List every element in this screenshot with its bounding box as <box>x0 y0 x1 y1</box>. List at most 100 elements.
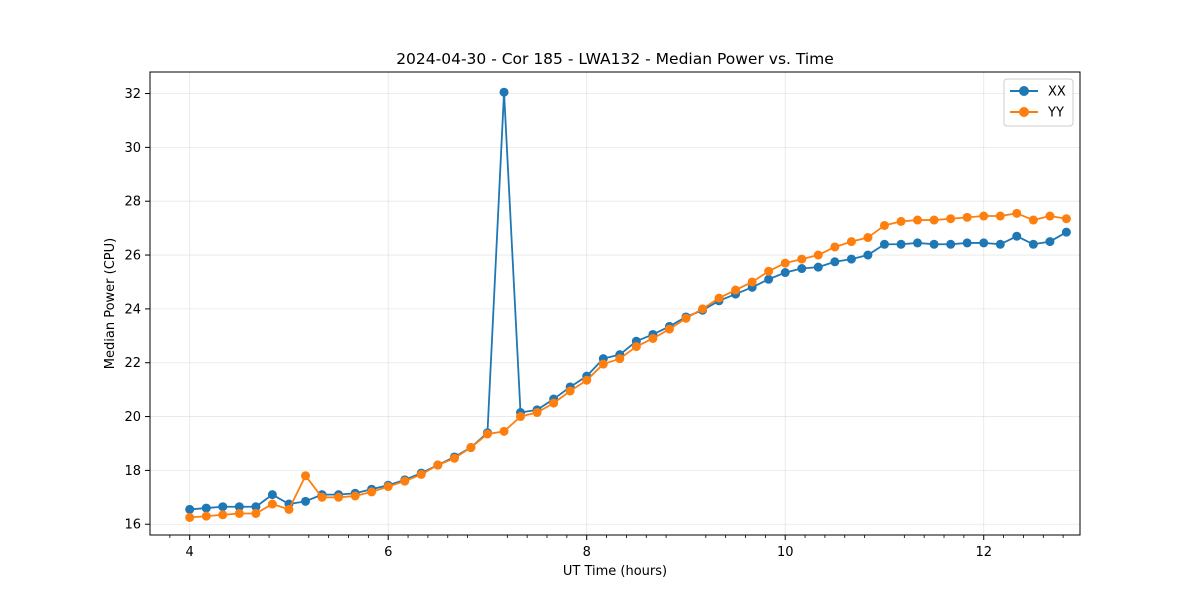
data-point-xx <box>251 502 261 512</box>
data-point-yy <box>747 277 757 287</box>
data-point-yy <box>234 508 244 518</box>
data-point-yy <box>1028 215 1038 225</box>
data-point-xx <box>1028 239 1038 249</box>
data-point-xx <box>234 502 244 512</box>
data-point-xx <box>946 239 956 249</box>
data-point-xx <box>499 87 509 97</box>
y-tick-label: 22 <box>124 356 141 371</box>
data-point-yy <box>334 492 344 502</box>
data-point-xx <box>1061 227 1071 237</box>
data-point-xx <box>896 239 906 249</box>
data-point-xx <box>879 239 889 249</box>
data-point-xx <box>979 238 989 248</box>
x-tick-label: 12 <box>975 545 992 560</box>
data-point-yy <box>416 469 426 479</box>
data-point-yy <box>913 215 923 225</box>
data-point-yy <box>830 242 840 252</box>
data-point-yy <box>846 237 856 247</box>
data-point-yy <box>317 492 327 502</box>
data-point-yy <box>780 258 790 268</box>
data-point-xx <box>913 238 923 248</box>
legend-marker-yy <box>1019 107 1029 117</box>
chart-title: 2024-04-30 - Cor 185 - LWA132 - Median P… <box>396 50 834 68</box>
x-axis-label: UT Time (hours) <box>563 564 667 579</box>
data-point-yy <box>267 499 277 509</box>
data-point-yy <box>284 504 294 514</box>
data-point-yy <box>201 511 211 521</box>
y-tick-label: 28 <box>124 195 141 210</box>
data-point-yy <box>185 513 195 522</box>
y-tick-label: 20 <box>124 410 141 425</box>
y-tick-label: 18 <box>124 464 141 479</box>
data-point-xx <box>201 503 211 513</box>
y-axis-ticks: 16 18 20 22 24 26 28 30 32 <box>124 87 150 533</box>
data-point-yy <box>631 342 641 352</box>
data-point-xx <box>995 239 1005 249</box>
data-point-yy <box>797 254 807 264</box>
data-point-yy <box>532 408 542 418</box>
data-point-yy <box>664 324 674 334</box>
data-point-xx <box>301 496 311 506</box>
data-point-yy <box>482 429 492 439</box>
data-point-yy <box>962 212 972 222</box>
data-point-yy <box>549 398 559 408</box>
y-tick-label: 30 <box>124 141 141 156</box>
data-point-yy <box>863 233 873 243</box>
data-point-yy <box>449 453 459 463</box>
data-point-yy <box>995 211 1005 221</box>
x-tick-label: 4 <box>186 545 194 560</box>
legend: XX YY <box>1003 78 1074 127</box>
data-point-xx <box>863 250 873 260</box>
data-point-yy <box>1061 214 1071 224</box>
y-tick-label: 26 <box>124 249 141 264</box>
data-point-xx <box>1045 237 1055 247</box>
data-point-yy <box>218 510 228 520</box>
data-point-yy <box>1045 211 1055 221</box>
y-axis-label: Median Power (CPU) <box>103 238 118 369</box>
data-point-xx <box>830 257 840 267</box>
data-point-yy <box>946 214 956 224</box>
data-point-yy <box>879 220 889 230</box>
data-point-xx <box>1012 231 1022 241</box>
legend-marker-xx <box>1019 86 1029 96</box>
data-point-yy <box>466 443 476 453</box>
data-point-yy <box>383 482 393 492</box>
data-point-yy <box>433 460 443 470</box>
legend-label-yy: YY <box>1047 106 1064 121</box>
data-point-xx <box>185 504 195 514</box>
data-point-yy <box>582 375 592 385</box>
data-point-xx <box>846 254 856 264</box>
data-point-yy <box>598 359 608 369</box>
data-point-xx <box>764 274 774 284</box>
data-point-xx <box>962 238 972 248</box>
x-tick-label: 8 <box>583 545 591 560</box>
data-point-yy <box>731 285 741 295</box>
data-point-yy <box>400 476 410 486</box>
data-point-yy <box>1012 208 1022 218</box>
data-point-yy <box>714 293 724 303</box>
data-point-yy <box>499 426 509 436</box>
y-tick-label: 16 <box>124 518 141 533</box>
data-point-yy <box>367 487 377 497</box>
data-point-yy <box>764 266 774 276</box>
grid <box>150 72 1080 535</box>
y-tick-label: 32 <box>124 87 141 102</box>
data-point-xx <box>813 262 823 272</box>
data-point-xx <box>267 490 277 500</box>
data-point-yy <box>896 216 906 226</box>
data-point-yy <box>516 412 526 422</box>
data-point-yy <box>648 333 658 343</box>
x-axis-ticks: 4 6 8 10 12 <box>169 535 1064 560</box>
data-point-xx <box>780 268 790 278</box>
data-point-xx <box>929 239 939 249</box>
y-tick-label: 24 <box>124 302 141 317</box>
legend-label-xx: XX <box>1048 85 1066 100</box>
data-point-yy <box>698 304 708 314</box>
data-point-yy <box>681 313 691 323</box>
plot-series <box>185 87 1071 522</box>
data-point-yy <box>929 215 939 225</box>
data-point-xx <box>218 502 228 512</box>
data-point-yy <box>979 211 989 221</box>
x-tick-label: 10 <box>777 545 794 560</box>
